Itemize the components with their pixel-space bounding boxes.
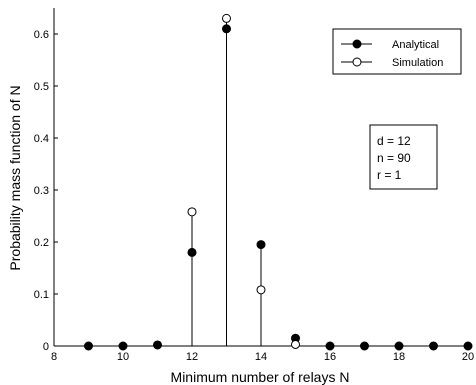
markers — [84, 13, 473, 351]
legend-label-simulation: Simulation — [392, 57, 443, 69]
parameter-n: n = 90 — [377, 151, 411, 165]
analytical-marker — [118, 341, 128, 351]
analytical-marker — [187, 247, 197, 257]
x-tick-label: 10 — [117, 351, 129, 363]
plot-area: 8 10 12 14 16 18 20 0 0.1 0.2 0.3 0.4 0.5 0.6 — [34, 8, 474, 363]
x-tick-label: 20 — [462, 351, 474, 363]
y-tick-label: 0.4 — [34, 133, 49, 145]
parameter-box: d = 12 n = 90 r = 1 — [369, 124, 438, 190]
analytical-marker — [153, 340, 162, 350]
x-axis-label: Minimum number of relays N — [171, 369, 350, 385]
legend-box — [332, 28, 462, 75]
legend-label-analytical: Analytical — [392, 39, 439, 51]
y-tick-label: 0.2 — [34, 237, 49, 249]
simulation-marker — [187, 207, 197, 217]
legend-marker-analytical — [352, 39, 362, 49]
x-tick-label: 12 — [186, 351, 198, 363]
legend-marker-simulation — [352, 57, 362, 67]
x-tick-label: 16 — [324, 351, 336, 363]
y-tick-label: 0.3 — [34, 185, 49, 197]
y-ticks: 0 0.1 0.2 0.3 0.4 0.5 0.6 — [34, 29, 58, 353]
analytical-marker — [84, 341, 93, 351]
simulation-marker — [222, 13, 231, 23]
analytical-marker — [360, 341, 369, 351]
legend: Analytical Simulation — [332, 28, 462, 75]
analytical-marker — [394, 341, 404, 351]
simulation-marker — [291, 339, 300, 349]
y-tick-label: 0.6 — [34, 29, 49, 41]
y-tick-label: 0 — [43, 341, 49, 353]
analytical-marker — [222, 24, 231, 34]
analytical-marker — [463, 341, 473, 351]
parameter-box-frame — [369, 124, 438, 190]
analytical-marker — [429, 341, 438, 351]
stems — [157, 18, 296, 346]
y-axis-label: Probability mass function of N — [7, 85, 23, 270]
parameter-d: d = 12 — [377, 134, 411, 148]
x-tick-label: 8 — [51, 351, 57, 363]
analytical-marker — [256, 240, 266, 250]
parameter-r: r = 1 — [377, 168, 402, 182]
analytical-marker — [325, 341, 335, 351]
simulation-marker — [256, 285, 266, 295]
y-tick-label: 0.1 — [34, 289, 49, 301]
y-tick-label: 0.5 — [34, 81, 49, 93]
x-tick-label: 14 — [255, 351, 267, 363]
x-ticks: 8 10 12 14 16 18 20 — [51, 342, 474, 363]
x-tick-label: 18 — [393, 351, 405, 363]
